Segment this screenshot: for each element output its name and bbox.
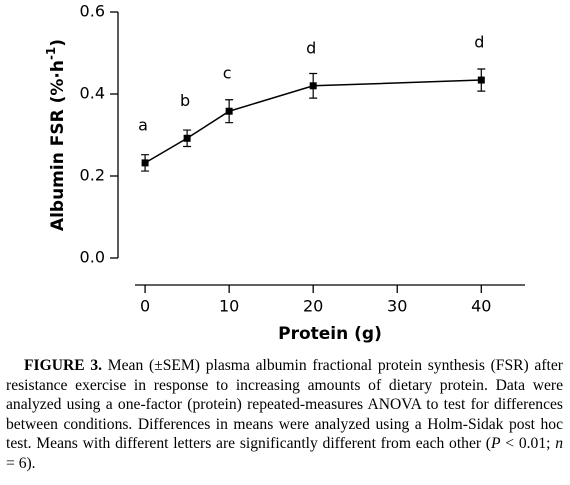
chart: Protein (g) Albumin FSR (%·h-1) 0.0 0.2 0.… [44,2,525,344]
caption-italic: n [555,435,563,453]
caption-text: < 0.01; [500,435,556,453]
x-axis-title: Protein (g) [278,324,382,344]
caption-text: Mean (±SEM) plasma albumin fractional pr… [6,357,563,453]
significance-letter: c [223,64,232,83]
y-tick-label: 0.6 [80,2,105,21]
caption: FIGURE 3. Mean (±SEM) plasma albumin fra… [6,356,563,474]
significance-letter: b [180,91,190,110]
marker [141,159,149,167]
y-tick-label: 0.2 [80,166,105,185]
x-tick-label: 40 [471,297,491,316]
caption-text: = 6). [6,454,36,472]
marker [309,82,317,90]
y-axis-title-text: Albumin FSR (%·h [48,60,68,231]
significance-letter: d [474,33,484,52]
caption-italic: P [491,435,501,453]
y-tick-label: 0.0 [80,248,105,267]
marker [183,134,191,142]
marker [477,76,485,84]
y-tick-label: 0.4 [80,84,105,103]
x-tick-label: 10 [219,297,239,316]
x-tick-label: 20 [303,297,323,316]
significance-letter: a [138,115,148,134]
marker [225,107,233,115]
caption-label: FIGURE 3. [24,357,103,374]
x-tick-label: 30 [387,297,407,316]
x-tick-label: 0 [140,297,150,316]
y-axis-title-superscript: -1 [44,47,58,60]
y-axis-title-suffix: ) [48,39,68,47]
y-axis-title: Albumin FSR (%·h-1) [44,39,69,231]
significance-letter: d [306,38,316,57]
